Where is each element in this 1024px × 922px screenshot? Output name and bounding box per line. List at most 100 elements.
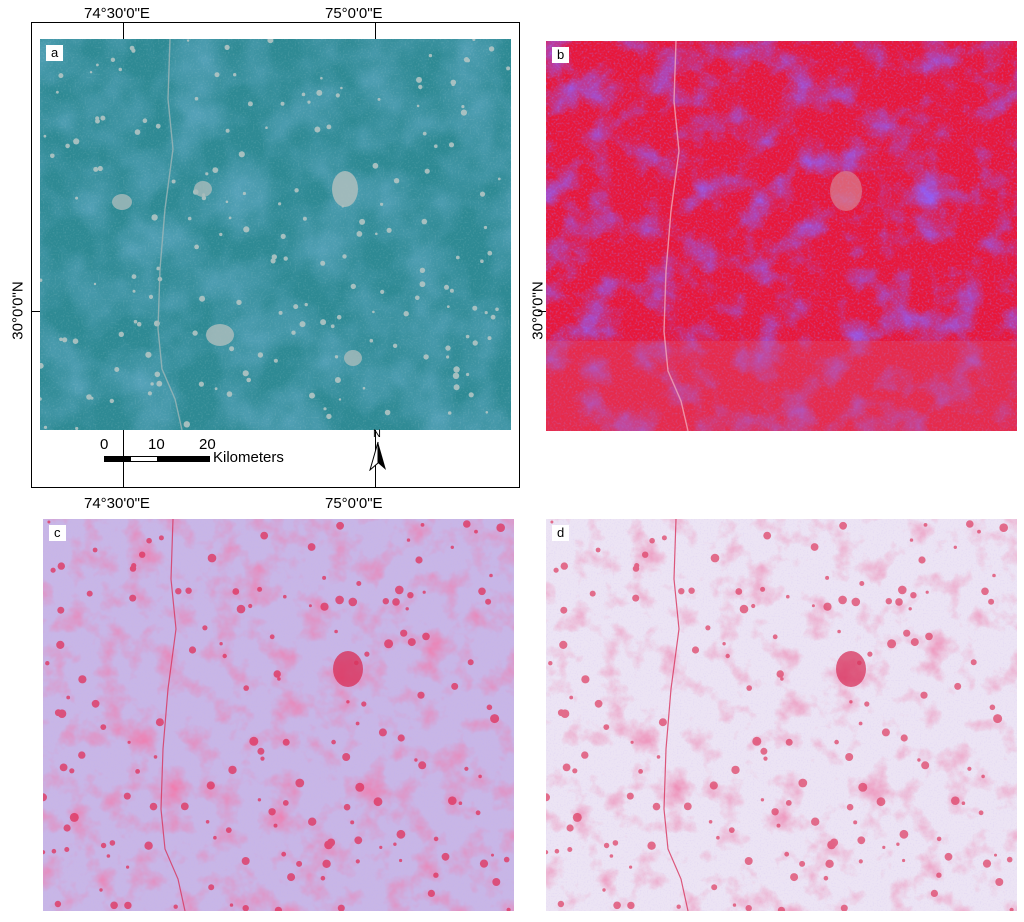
settlement-speckle [151,214,158,221]
settlement-speckle [238,151,245,158]
settlement-speckle [241,857,250,865]
settlement-speckle [291,330,296,335]
settlement-speckle [479,191,486,197]
settlement-speckle [225,128,230,133]
settlement-speckle [725,653,730,659]
scale-tick-0: 0 [100,436,109,453]
panel-label-a: a [46,45,64,61]
settlement-speckle [247,101,253,107]
settlement-speckle [925,632,933,641]
settlement-speckle [446,305,450,308]
settlement-speckle [760,586,766,592]
settlement-speckle [405,607,409,611]
settlement-speckle [213,835,217,840]
settlement-speckle [602,888,606,892]
settlement-speckle [834,739,839,745]
settlement-speckle [123,792,131,800]
settlement-speckle [936,836,942,842]
settlement-speckle [236,299,242,306]
settlement-speckle [811,817,820,826]
settlement-speckle [453,366,460,373]
settlement-speckle [106,854,111,858]
settlement-speckle [403,311,409,317]
settlement-speckle [771,808,779,816]
settlement-speckle [722,642,726,646]
settlement-speckle [553,567,559,573]
settlement-speckle [419,281,426,288]
settlement-speckle [627,901,635,910]
settlement-speckle [222,653,227,659]
settlement-speckle [278,202,282,206]
settlement-speckle [825,859,834,868]
settlement-speckle [257,747,265,755]
settlement-speckle [301,92,306,97]
settlement-speckle [320,319,327,326]
settlement-speckle [206,781,215,790]
settlement-speckle [219,232,223,237]
settlement-speckle [790,873,799,882]
settlement-speckle [96,63,99,67]
settlement-speckle [118,331,125,337]
settlement-speckle [503,856,510,863]
settlement-speckle [320,76,323,80]
settlement-speckle [228,765,237,775]
settlement-speckle [280,101,285,106]
settlement-speckle [110,901,118,910]
settlement-speckle [392,598,400,606]
settlement-speckle [453,384,460,391]
settlement-speckle [559,640,568,649]
settlement-speckle [334,629,338,634]
settlement-speckle [373,797,383,807]
settlement-speckle [50,153,55,159]
lat-label-left: 30°0'0"N [9,281,27,340]
settlement-speckle [153,755,158,759]
settlement-speckle [73,138,80,145]
scale-segment-1 [105,457,131,461]
settlement-speckle [342,753,351,761]
settlement-speckle [375,232,378,236]
settlement-speckle [999,523,1008,532]
settlement-speckle [858,721,863,726]
settlement-speckle [656,755,661,759]
settlement-speckle [43,134,47,138]
settlement-speckle [326,124,332,130]
scale-tick-10: 10 [148,436,165,453]
settlement-speckle [287,873,296,882]
settlement-speckle [840,904,848,911]
settlement-speckle [953,545,957,549]
settlement-speckle [466,372,470,377]
settlement-speckle [260,531,269,540]
settlement-speckle [448,142,455,148]
settlement-speckle [465,334,470,339]
settlement-speckle [763,531,772,540]
settlement-speckle [478,587,486,596]
settlement-speckle [550,520,554,524]
settlement-speckle [118,67,123,72]
settlement-speckle [433,872,439,878]
settlement-speckle [546,850,549,855]
settlement-speckle [242,191,246,196]
settlement-speckle [562,763,571,772]
settlement-speckle [708,820,713,824]
settlement-speckle [557,900,565,908]
settlement-speckle [302,216,307,221]
settlement-speckle [378,728,387,737]
settlement-speckle [283,594,287,599]
settlement-speckle [899,829,909,839]
settlement-speckle [569,695,574,700]
settlement-speckle [57,606,65,614]
settlement-speckle [399,858,403,863]
settlement-speckle [455,255,460,260]
settlement-speckle [242,370,249,377]
settlement-speckle [423,354,429,360]
settlement-speckle [837,629,841,634]
settlement-speckle [295,778,305,788]
map-panel-c: c [43,519,514,911]
settlement-speckle [746,685,752,691]
settlement-speckle [278,310,283,315]
settlement-speckle [225,827,232,833]
settlement-speckle [63,824,71,832]
settlement-speckle [214,387,218,391]
settlement-speckle [460,109,467,116]
settlement-speckle [857,836,866,845]
